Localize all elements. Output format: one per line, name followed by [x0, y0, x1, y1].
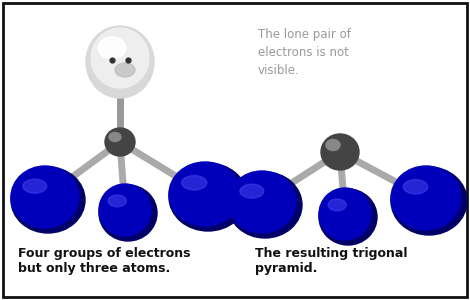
Text: The resulting trigonal
pyramid.: The resulting trigonal pyramid. — [255, 247, 407, 275]
Ellipse shape — [105, 128, 135, 156]
Ellipse shape — [109, 133, 121, 142]
Ellipse shape — [115, 63, 135, 77]
Ellipse shape — [23, 179, 47, 193]
Ellipse shape — [391, 166, 461, 230]
Text: Four groups of electrons
but only three atoms.: Four groups of electrons but only three … — [18, 247, 190, 275]
Ellipse shape — [319, 189, 377, 245]
Ellipse shape — [108, 195, 126, 207]
Ellipse shape — [319, 188, 371, 240]
Ellipse shape — [99, 184, 151, 236]
Ellipse shape — [391, 167, 467, 235]
Ellipse shape — [326, 140, 340, 151]
Ellipse shape — [228, 171, 296, 233]
Ellipse shape — [169, 163, 247, 231]
Ellipse shape — [91, 28, 149, 88]
Ellipse shape — [98, 37, 126, 59]
Ellipse shape — [11, 167, 85, 233]
Ellipse shape — [240, 184, 264, 198]
Text: The lone pair of
electrons is not
visible.: The lone pair of electrons is not visibl… — [258, 28, 351, 77]
Ellipse shape — [169, 162, 241, 226]
Ellipse shape — [181, 176, 207, 190]
Ellipse shape — [321, 134, 359, 170]
Ellipse shape — [328, 199, 346, 211]
Ellipse shape — [99, 185, 157, 241]
Ellipse shape — [11, 166, 79, 228]
Ellipse shape — [86, 26, 154, 98]
Ellipse shape — [403, 180, 428, 194]
Ellipse shape — [228, 172, 302, 238]
